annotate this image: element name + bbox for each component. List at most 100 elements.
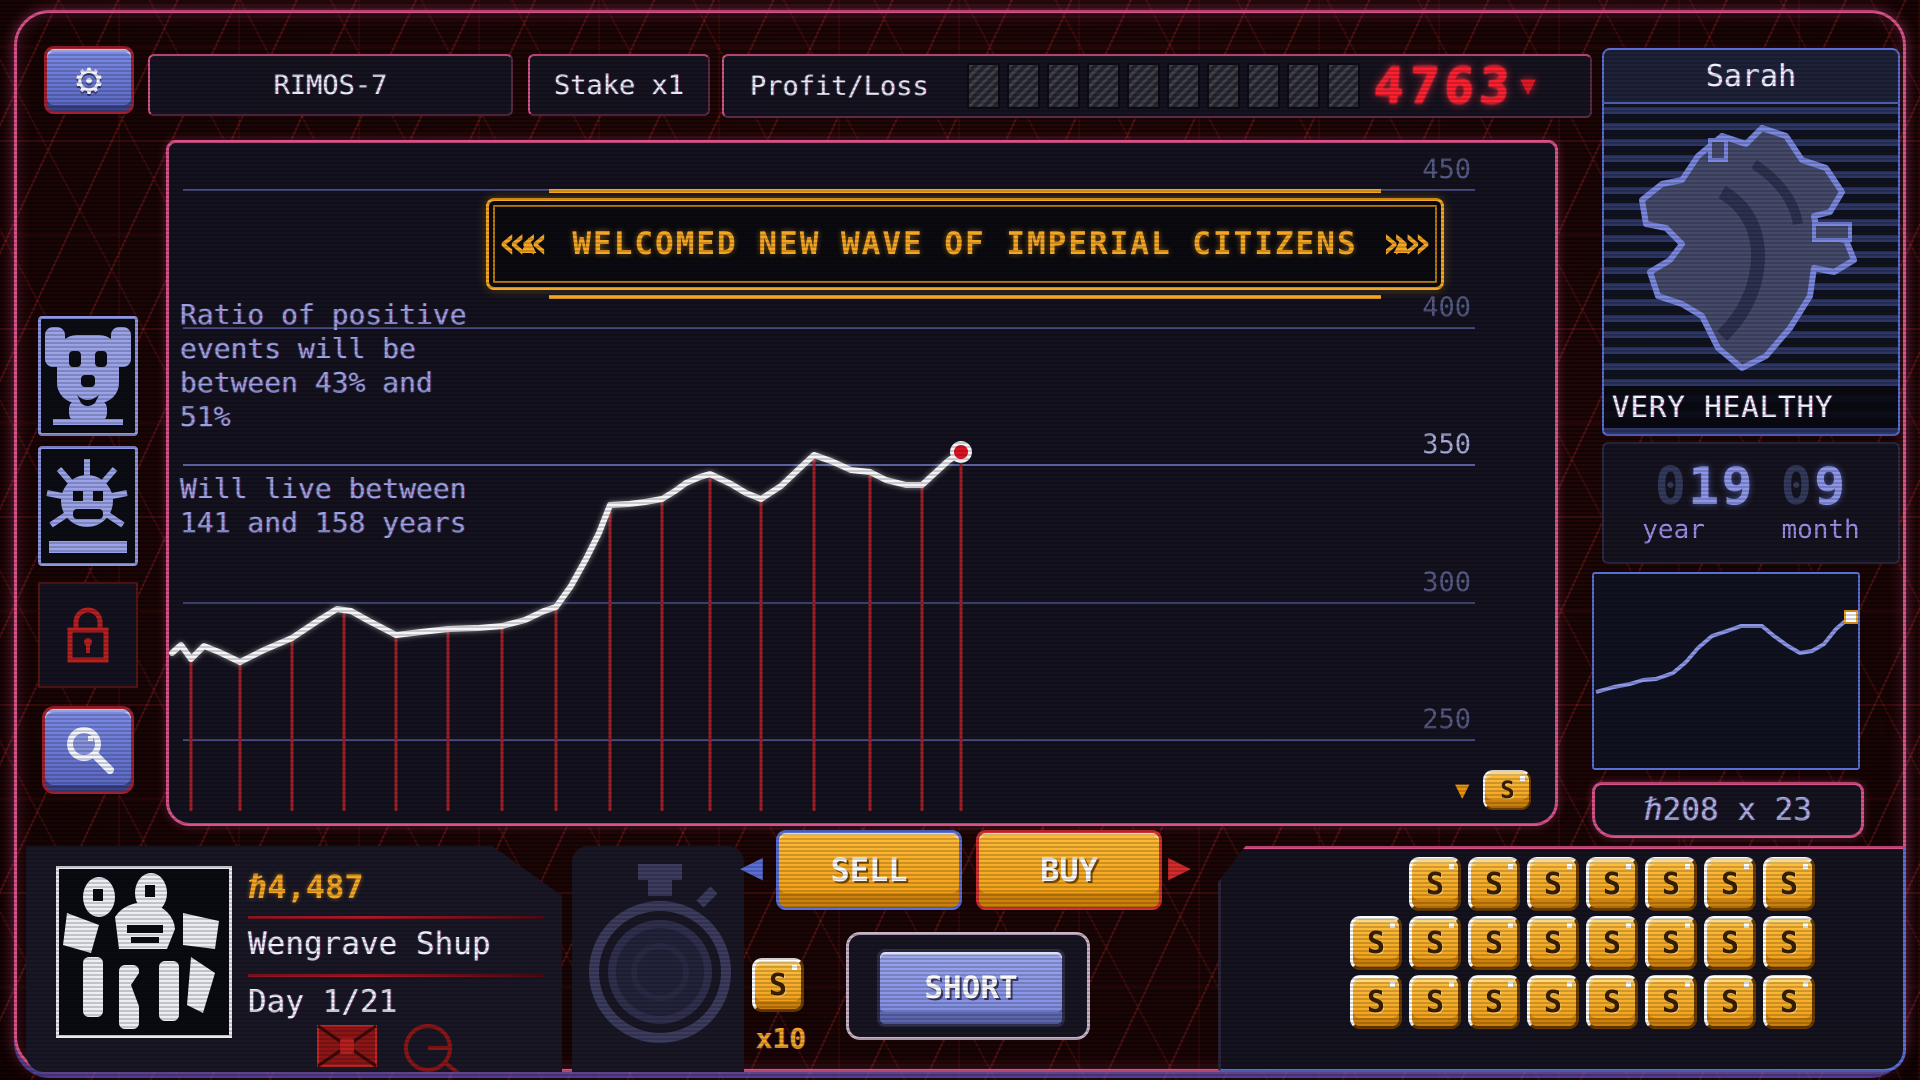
inspect-button[interactable] (42, 706, 134, 794)
share-coin: S (1350, 975, 1402, 1029)
stopwatch-icon (589, 864, 731, 1043)
prediction-positive-events: Ratio of positive events will be between… (180, 298, 467, 434)
organ-name: Sarah (1705, 58, 1797, 94)
counter-empty-cell (1206, 63, 1240, 109)
share-coin: S (1763, 916, 1815, 970)
magnifier-icon (67, 727, 114, 774)
organ-display: VERY HEALTHY (1602, 102, 1900, 436)
profit-loss-label: Profit/Loss (750, 70, 929, 102)
share-ticket-icon: S (1483, 770, 1532, 810)
profit-loss-panel: Profit/Loss 4763 ▼ (722, 54, 1592, 118)
month-leading-zero: 0 (1780, 457, 1814, 517)
crt-frame (14, 10, 1906, 1072)
player-name: Wengrave Shup (248, 926, 491, 962)
buy-button[interactable]: BUY (976, 830, 1162, 910)
share-coin: S (1468, 857, 1520, 911)
share-coin: S (1704, 975, 1756, 1029)
month-value: 9 (1813, 457, 1848, 517)
share-coin: S (1350, 916, 1402, 970)
share-coin: S (1527, 857, 1579, 911)
mini-chart-svg (1595, 610, 1858, 694)
organ-heart-image (1639, 125, 1857, 371)
settings-button[interactable]: ⚙ (44, 46, 134, 114)
share-coin: S (1645, 975, 1697, 1029)
envelope-icon (317, 1024, 377, 1068)
ticker-label: RIMOS-7 (273, 69, 388, 101)
portrait-tile-creature[interactable] (38, 446, 138, 566)
share-coin: S (1527, 975, 1579, 1029)
share-coin: S (1704, 916, 1756, 970)
share-coin: S (1527, 916, 1579, 970)
player-panel: ℏ4,487 Wengrave Shup Day 1/21 (26, 846, 562, 1072)
crab-portrait-icon (63, 873, 219, 1029)
player-portrait (56, 866, 232, 1038)
share-coin: S (1763, 857, 1815, 911)
share-coin: S (1468, 916, 1520, 970)
clock-digits: 019 09 (1655, 461, 1848, 513)
news-banner-text: WELCOMED NEW WAVE OF IMPERIAL CITIZENS (572, 226, 1358, 262)
timer-panel (572, 846, 744, 1072)
prediction-lifespan: Will live between 141 and 158 years (180, 472, 467, 540)
stake-ticket-icon: S (752, 958, 804, 1012)
share-coin: S (1586, 857, 1638, 911)
counter-cells (966, 63, 1360, 109)
counter-empty-cell (1006, 63, 1040, 109)
dog-portrait-icon (45, 327, 131, 425)
sell-button[interactable]: SELL (776, 830, 962, 910)
share-coin: S (1704, 857, 1756, 911)
svg-text:450: 450 (1422, 154, 1471, 185)
stake-multiplier: x10 (755, 1022, 807, 1055)
counter-empty-cell (966, 63, 1000, 109)
date-clock: 019 09 year month (1602, 442, 1900, 564)
down-triangle-icon: ▼ (1455, 776, 1470, 804)
short-panel: SHORT (846, 932, 1090, 1040)
organ-name-header: Sarah (1602, 48, 1900, 102)
share-coin: S (1763, 975, 1815, 1029)
counter-empty-cell (1046, 63, 1080, 109)
day-counter: Day 1/21 (248, 984, 398, 1020)
loss-down-icon: ▼ (1520, 71, 1536, 101)
month-label: month (1781, 515, 1860, 545)
share-coin: S (1645, 916, 1697, 970)
share-coin: S (1645, 857, 1697, 911)
warning-triangle-icon: ▲ (1393, 229, 1410, 259)
counter-empty-cell (1246, 63, 1280, 109)
lock-icon (67, 607, 109, 663)
counter-empty-cell (1086, 63, 1120, 109)
stake-label: Stake x1 (553, 69, 685, 101)
share-coin: S (1586, 916, 1638, 970)
gear-icon: ⚙ (75, 54, 103, 105)
share-coin: S (1409, 857, 1461, 911)
scope-icon (404, 1024, 464, 1072)
divider (248, 974, 544, 977)
counter-empty-cell (1286, 63, 1320, 109)
divider (248, 916, 544, 919)
news-banner: «« ▲ WELCOMED NEW WAVE OF IMPERIAL CITIZ… (486, 189, 1444, 299)
share-coin: S (1468, 975, 1520, 1029)
portfolio-mini-chart (1592, 572, 1860, 770)
sell-arrow-icon[interactable]: ◀ (740, 844, 763, 888)
short-button[interactable]: SHORT (877, 949, 1065, 1027)
locked-slot (38, 582, 138, 688)
share-coin: S (1409, 916, 1461, 970)
counter-empty-cell (1326, 63, 1360, 109)
portrait-tile-dog[interactable] (38, 316, 138, 436)
year-label: year (1642, 515, 1705, 545)
banner-right-chevrons-icon: »» (1381, 215, 1431, 270)
buy-arrow-icon[interactable]: ▶ (1168, 844, 1191, 888)
year-value: 19 (1688, 457, 1755, 517)
stake-tab[interactable]: Stake x1 (528, 54, 710, 116)
ticker-tab[interactable]: RIMOS-7 (148, 54, 513, 116)
year-leading-zero: 0 (1654, 457, 1689, 517)
creature-portrait-icon (46, 459, 128, 553)
chart-corner-badge: ▼ S (1455, 770, 1532, 810)
banner-left-chevrons-icon: «« (499, 215, 548, 270)
svg-text:400: 400 (1422, 292, 1471, 323)
warning-triangle-icon: ▲ (520, 229, 537, 259)
